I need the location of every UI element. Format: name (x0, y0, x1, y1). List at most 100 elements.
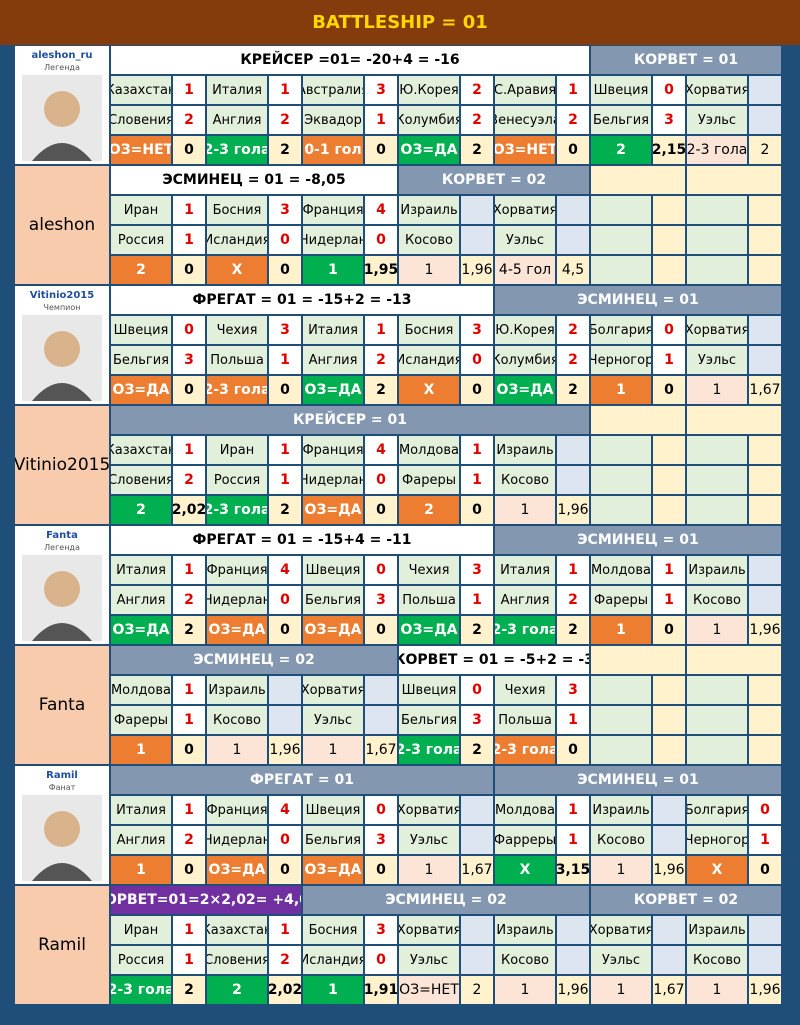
empty-cell (591, 676, 651, 704)
block-title: ЭСМИНЕЦ = 01 (495, 286, 781, 314)
goals (557, 196, 589, 224)
empty-cell (653, 466, 685, 494)
empty-cell (687, 676, 747, 704)
block-title: КРЕЙСЕР =01= -20+4 = -16 (111, 46, 589, 74)
goals: 2 (461, 106, 493, 134)
team: Колумбия (495, 346, 555, 374)
goals (461, 826, 493, 854)
points: 1,96 (461, 256, 493, 284)
page-title: BATTLESHIP = 01 (0, 0, 800, 45)
empty-cell (687, 406, 781, 434)
team: Чехия (495, 676, 555, 704)
goals: 1 (365, 316, 397, 344)
team: Ю.Корея (495, 316, 555, 344)
points: 2 (461, 616, 493, 644)
goals: 3 (461, 556, 493, 584)
block-title: ЭСМИНЕЦ = 02 (303, 886, 589, 914)
points: 0 (269, 856, 301, 884)
points: 1,96 (749, 616, 781, 644)
empty-cell (749, 196, 781, 224)
team: Болгария (687, 796, 747, 824)
team: Нидерлан (303, 226, 363, 254)
bet: 1 (591, 376, 651, 404)
team: Франция (207, 796, 267, 824)
bet: 1 (111, 736, 171, 764)
goals (365, 676, 397, 704)
goals: 1 (653, 586, 685, 614)
team: Косово (687, 586, 747, 614)
team: Россия (111, 946, 171, 974)
goals: 1 (269, 466, 301, 494)
team: Франция (207, 556, 267, 584)
goals: 0 (653, 76, 685, 104)
bet: 1 (495, 496, 555, 524)
goals: 1 (173, 676, 205, 704)
goals: 1 (557, 706, 589, 734)
empty-cell (591, 496, 651, 524)
team: Швеция (303, 796, 363, 824)
team: Австралия (303, 76, 363, 104)
team: Италия (495, 556, 555, 584)
points: 0 (461, 496, 493, 524)
goals: 1 (173, 706, 205, 734)
points: 2,02 (269, 976, 301, 1004)
goals: 0 (365, 796, 397, 824)
block-title: ЭСМИНЕЦ = 01 (495, 766, 781, 794)
goals: 1 (173, 916, 205, 944)
goals: 1 (269, 346, 301, 374)
goals (749, 946, 781, 974)
avatar (22, 75, 102, 161)
goals (557, 436, 589, 464)
bet: 1 (303, 256, 363, 284)
avatar (22, 555, 102, 641)
goals (749, 556, 781, 584)
team: Уэльс (495, 226, 555, 254)
player-rank: Легенда (44, 62, 80, 72)
team: Косово (207, 706, 267, 734)
points: 0 (173, 736, 205, 764)
goals: 2 (269, 106, 301, 134)
team: Косово (399, 226, 459, 254)
empty-cell (591, 436, 651, 464)
team: Израиль (687, 556, 747, 584)
points: 0 (749, 856, 781, 884)
team: Чехия (399, 556, 459, 584)
team: Венесуэла (495, 106, 555, 134)
team: Исландия (303, 946, 363, 974)
points: 2 (269, 136, 301, 164)
goals (749, 76, 781, 104)
goals: 0 (749, 796, 781, 824)
goals: 1 (653, 346, 685, 374)
goals: 0 (365, 466, 397, 494)
empty-cell (749, 676, 781, 704)
goals: 3 (365, 916, 397, 944)
team: Исландия (207, 226, 267, 254)
points: 4,5 (557, 256, 589, 284)
goals: 1 (173, 76, 205, 104)
bet: ОЗ=ДА (207, 856, 267, 884)
goals: 1 (557, 556, 589, 584)
goals (461, 226, 493, 254)
empty-cell (653, 676, 685, 704)
team: Уэльс (303, 706, 363, 734)
goals: 1 (269, 436, 301, 464)
bet: 2-3 гола (687, 136, 747, 164)
team: Колумбия (399, 106, 459, 134)
goals: 2 (269, 946, 301, 974)
team: Фареры (111, 706, 171, 734)
bet: 2 (111, 496, 171, 524)
team: Россия (207, 466, 267, 494)
team: Бельгия (303, 826, 363, 854)
bet: 1 (591, 856, 651, 884)
empty-cell (687, 196, 747, 224)
points: 2 (269, 496, 301, 524)
points: 1,67 (461, 856, 493, 884)
team: Бельгия (399, 706, 459, 734)
team: Иран (111, 916, 171, 944)
goals: 3 (365, 76, 397, 104)
team: Эквадор (303, 106, 363, 134)
bet: ОЗ=НЕТ (495, 136, 555, 164)
team: Косово (495, 466, 555, 494)
points: 0 (461, 376, 493, 404)
